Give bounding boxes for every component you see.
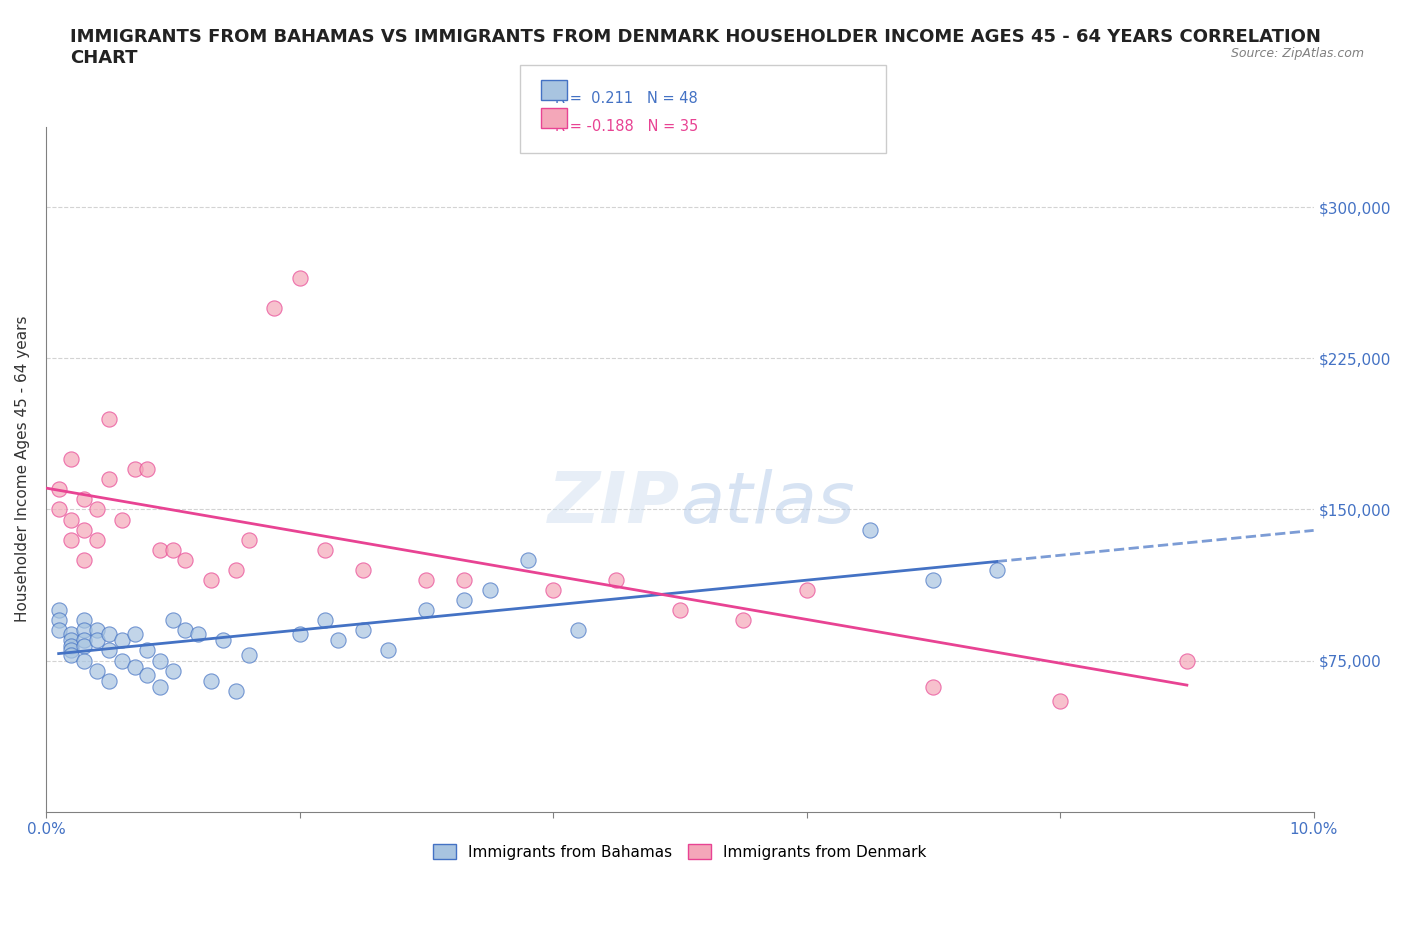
Point: [174, 623, 197, 638]
Point: [98, 673, 121, 688]
Text: IMMIGRANTS FROM BAHAMAS VS IMMIGRANTS FROM DENMARK HOUSEHOLDER INCOME AGES 45 - : IMMIGRANTS FROM BAHAMAS VS IMMIGRANTS FR…: [70, 28, 1322, 67]
Point: [73, 623, 96, 638]
Point: [98, 643, 121, 658]
Point: [73, 639, 96, 654]
Point: [541, 582, 564, 597]
Point: [238, 532, 260, 547]
Point: [922, 573, 945, 588]
Y-axis label: Householder Income Ages 45 - 64 years: Householder Income Ages 45 - 64 years: [15, 316, 30, 622]
Point: [225, 684, 247, 698]
Point: [225, 563, 247, 578]
Point: [859, 522, 882, 537]
Point: [200, 673, 222, 688]
Point: [60, 643, 83, 658]
Point: [1175, 653, 1198, 668]
Point: [73, 492, 96, 507]
Text: atlas: atlas: [681, 469, 855, 538]
Point: [149, 679, 172, 694]
Point: [73, 653, 96, 668]
Point: [238, 647, 260, 662]
Point: [98, 411, 121, 426]
Point: [415, 603, 437, 618]
Point: [149, 542, 172, 557]
Point: [86, 663, 108, 678]
Point: [86, 502, 108, 517]
Point: [124, 627, 146, 642]
Point: [48, 502, 70, 517]
Point: [733, 613, 755, 628]
Point: [263, 300, 285, 315]
Point: [60, 452, 83, 467]
Point: [124, 659, 146, 674]
Text: R = -0.188   N = 35: R = -0.188 N = 35: [555, 119, 699, 134]
Point: [124, 461, 146, 476]
Point: [288, 271, 311, 286]
Point: [314, 542, 336, 557]
Point: [136, 667, 159, 682]
Point: [605, 573, 627, 588]
Point: [162, 663, 184, 678]
Point: [187, 627, 209, 642]
Text: Source: ZipAtlas.com: Source: ZipAtlas.com: [1230, 46, 1364, 60]
Point: [314, 613, 336, 628]
Point: [796, 582, 818, 597]
Text: ZIP: ZIP: [547, 469, 681, 538]
Point: [453, 592, 475, 607]
Point: [86, 623, 108, 638]
Point: [136, 643, 159, 658]
Point: [669, 603, 692, 618]
Point: [60, 633, 83, 648]
Point: [174, 552, 197, 567]
Point: [1049, 694, 1071, 709]
Point: [352, 623, 374, 638]
Point: [60, 647, 83, 662]
Text: R =  0.211   N = 48: R = 0.211 N = 48: [555, 91, 699, 106]
Point: [352, 563, 374, 578]
Point: [73, 552, 96, 567]
Point: [149, 653, 172, 668]
Point: [48, 482, 70, 497]
Point: [73, 522, 96, 537]
Point: [200, 573, 222, 588]
Point: [86, 532, 108, 547]
Point: [288, 627, 311, 642]
Point: [326, 633, 349, 648]
Point: [98, 472, 121, 486]
Point: [162, 613, 184, 628]
Point: [986, 563, 1008, 578]
Point: [111, 653, 134, 668]
Point: [453, 573, 475, 588]
Point: [86, 633, 108, 648]
Point: [98, 627, 121, 642]
Point: [60, 627, 83, 642]
Point: [212, 633, 235, 648]
Legend: Immigrants from Bahamas, Immigrants from Denmark: Immigrants from Bahamas, Immigrants from…: [427, 838, 932, 866]
Point: [73, 613, 96, 628]
Point: [567, 623, 589, 638]
Point: [922, 679, 945, 694]
Point: [415, 573, 437, 588]
Point: [111, 633, 134, 648]
Point: [136, 461, 159, 476]
Point: [516, 552, 538, 567]
Point: [478, 582, 501, 597]
Point: [73, 633, 96, 648]
Point: [48, 603, 70, 618]
Point: [60, 532, 83, 547]
Point: [162, 542, 184, 557]
Point: [377, 643, 399, 658]
Point: [60, 639, 83, 654]
Point: [60, 512, 83, 527]
Point: [48, 623, 70, 638]
Point: [111, 512, 134, 527]
Point: [48, 613, 70, 628]
